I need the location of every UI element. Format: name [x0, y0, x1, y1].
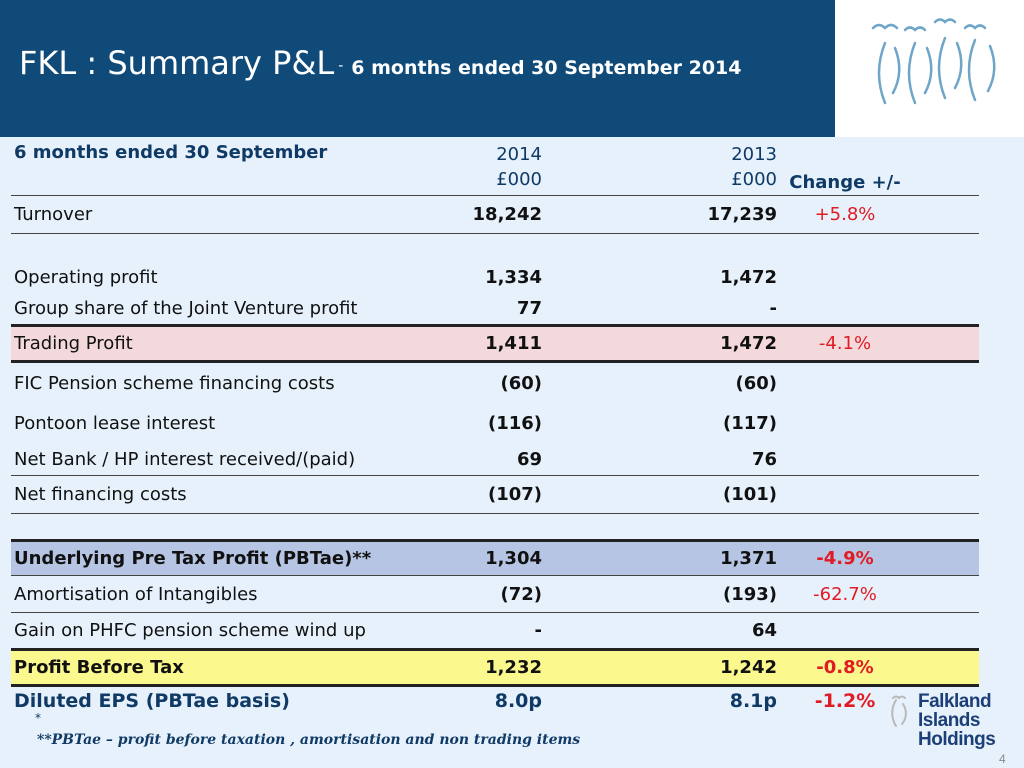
row-change: -1.2%	[780, 684, 910, 716]
table-row-pension-costs: FIC Pension scheme financing costs (60) …	[11, 360, 979, 404]
title-dash: -	[338, 58, 344, 74]
row-value-2014: (72)	[411, 575, 545, 613]
table-row-turnover: Turnover 18,242 17,239 +5.8%	[11, 195, 979, 234]
row-value-2014: (107)	[411, 475, 545, 514]
row-label: Underlying Pre Tax Profit (PBTae)**	[11, 539, 411, 576]
row-value-2013: 1,472	[545, 324, 780, 362]
summary-pl-table: 6 months ended 30 September 2014 £000 201…	[11, 136, 979, 716]
row-change: -4.9%	[780, 539, 910, 576]
header-2014-unit: £000	[496, 169, 542, 190]
logo-bird-icon	[891, 695, 907, 727]
logo-line-2: Islands	[918, 710, 980, 731]
table-row-trading-profit: Trading Profit 1,411 1,472 -4.1%	[11, 324, 979, 362]
row-label: Net Bank / HP interest received/(paid)	[11, 443, 411, 476]
row-label: Trading Profit	[11, 324, 411, 362]
row-value-2013: (117)	[722, 413, 777, 434]
row-value-2013: 1,242	[545, 648, 780, 686]
header-2013-unit: £000	[731, 169, 777, 190]
company-logo: Falkland Islands Holdings	[890, 692, 1015, 760]
row-value-2013: (193)	[545, 575, 780, 613]
header-2013-year: 2013	[731, 144, 777, 165]
row-value-2013: 76	[545, 443, 780, 476]
row-value-2014: 77	[516, 298, 542, 320]
row-value-2013: 1,371	[545, 539, 780, 576]
row-value-2014: 18,242	[411, 195, 545, 234]
row-change	[780, 443, 910, 476]
row-change	[780, 360, 910, 404]
row-value-2013: 17,239	[545, 195, 780, 234]
logo-wordmark: Falkland Islands Holdings	[918, 691, 996, 750]
row-value-2013: (60)	[545, 360, 780, 404]
row-change	[780, 612, 910, 650]
row-label: Pontoon lease interest	[14, 413, 216, 434]
row-change	[780, 262, 910, 294]
row-value-2013: 64	[545, 612, 780, 650]
table-row-pbt: Profit Before Tax 1,232 1,242 -0.8%	[11, 648, 979, 686]
row-change: -62.7%	[780, 575, 910, 613]
row-change: -0.8%	[780, 648, 910, 686]
row-value-2013: 1,472	[720, 267, 777, 288]
birds-sketch-icon	[871, 18, 996, 105]
page-number: 4	[999, 752, 1006, 766]
table-row-operating-profit: Operating profit 1,334 1,472	[11, 262, 979, 294]
table-spacer-row	[11, 514, 979, 541]
row-change: -4.1%	[780, 324, 910, 362]
table-row-jv-profit: Group share of the Joint Venture profit …	[11, 294, 979, 326]
row-label: Net financing costs	[11, 475, 411, 514]
header-2014-year: 2014	[496, 144, 542, 165]
row-value-2013: 8.1p	[545, 684, 780, 716]
footnote-star: *	[35, 711, 41, 725]
logo-line-3: Holdings	[918, 729, 996, 750]
table-row-pbtae: Underlying Pre Tax Profit (PBTae)** 1,30…	[11, 539, 979, 576]
header-2014: 2014 £000	[411, 136, 545, 196]
table-header-row: 6 months ended 30 September 2014 £000 201…	[11, 136, 979, 196]
row-change	[780, 475, 910, 514]
row-change: +5.8%	[780, 195, 910, 234]
row-value-2014: (60)	[411, 360, 545, 404]
table-row-eps: Diluted EPS (PBTae basis) 8.0p 8.1p -1.2…	[11, 684, 979, 716]
row-label: Profit Before Tax	[11, 648, 411, 686]
footnote-text: **PBTae – profit before taxation , amort…	[37, 732, 581, 748]
slide-header: FKL : Summary P&L -6 months ended 30 Sept…	[0, 0, 835, 137]
header-change: Change +/-	[780, 136, 910, 196]
slide-title: FKL : Summary P&L -6 months ended 30 Sept…	[19, 44, 742, 82]
table-spacer-row	[11, 234, 979, 262]
title-subtitle: 6 months ended 30 September 2014	[351, 57, 742, 79]
row-value-2014: 1,411	[411, 324, 545, 362]
table-row-pontoon: Pontoon lease interest (116) (117)	[11, 404, 979, 444]
table-row-amortisation: Amortisation of Intangibles (72) (193) -…	[11, 575, 979, 613]
row-value-2014: 1,304	[411, 539, 545, 576]
row-value-2013: (101)	[545, 475, 780, 514]
row-label: Diluted EPS (PBTae basis)	[11, 684, 411, 716]
row-change	[780, 294, 910, 326]
table-row-phfc-gain: Gain on PHFC pension scheme wind up - 64	[11, 612, 979, 650]
header-logo-area	[835, 0, 1024, 137]
row-value-2013: -	[769, 298, 777, 320]
row-value-2014: 1,334	[485, 267, 542, 288]
row-label: Gain on PHFC pension scheme wind up	[11, 612, 411, 650]
row-label: Turnover	[11, 195, 411, 234]
row-value-2014: (116)	[487, 413, 542, 434]
logo-line-1: Falkland	[918, 691, 992, 712]
row-value-2014: 8.0p	[411, 684, 545, 716]
title-main: FKL : Summary P&L	[19, 44, 335, 82]
row-value-2014: 69	[411, 443, 545, 476]
row-change	[780, 404, 910, 444]
row-value-2014: 1,232	[411, 648, 545, 686]
table-row-net-bank: Net Bank / HP interest received/(paid) 6…	[11, 443, 979, 476]
row-label: Operating profit	[14, 267, 158, 288]
table-row-net-financing: Net financing costs (107) (101)	[11, 475, 979, 514]
row-value-2014: -	[411, 612, 545, 650]
header-period-label: 6 months ended 30 September	[11, 136, 411, 196]
row-label: Amortisation of Intangibles	[11, 575, 411, 613]
header-2013: 2013 £000	[545, 136, 780, 196]
row-label: Group share of the Joint Venture profit	[14, 298, 358, 320]
row-label: FIC Pension scheme financing costs	[11, 360, 411, 404]
